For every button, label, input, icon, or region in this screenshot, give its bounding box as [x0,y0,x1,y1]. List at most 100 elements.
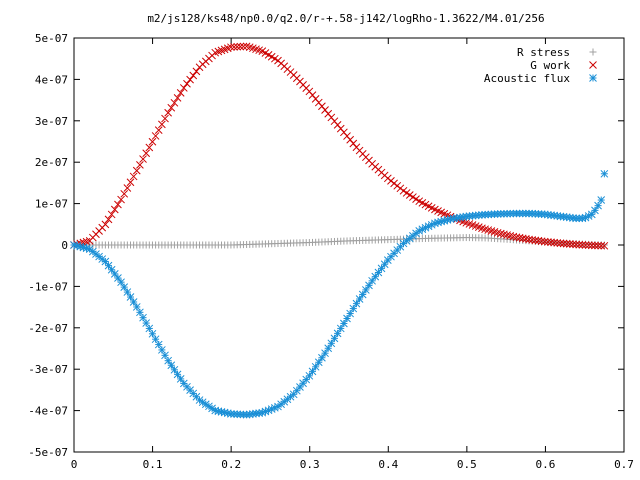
data-point [600,169,609,178]
data-point [107,210,116,219]
x-tick-label: 0 [71,458,78,471]
data-point [164,356,172,365]
data-point [368,276,376,285]
y-tick-label: -4e-07 [28,405,68,418]
y-tick-label: -5e-07 [28,446,68,459]
data-point [126,178,135,187]
y-axis: 5e-07 4e-07 3e-07 2e-07 1e-07 0 -1e-07 -2e-07 -3… [28,32,624,459]
legend-label: Acoustic flux [484,72,570,85]
data-point [515,233,524,242]
data-point [518,234,527,243]
legend-marker [589,61,597,69]
data-point [584,241,593,250]
y-tick-label: 1e-07 [35,198,68,211]
data-point [358,290,367,299]
data-point [352,299,361,308]
data-point [500,230,508,239]
data-point [164,108,172,117]
data-point [594,201,602,210]
data-point [534,236,543,245]
x-tick-label: 0.2 [221,458,241,471]
data-point [493,228,502,237]
data-point [230,43,238,51]
data-point [569,240,577,249]
y-tick-label: 0 [61,239,68,252]
data-point [123,184,132,192]
data-point [503,231,511,239]
y-tick-label: -2e-07 [28,322,68,335]
data-point [176,89,185,97]
data-point [509,232,518,241]
data-point [192,67,201,76]
data-point [575,240,584,249]
data-point [550,238,558,247]
data-point [559,239,568,248]
data-point [170,98,179,107]
x-tick-label: 0.1 [143,458,163,471]
data-point [233,42,242,51]
data-point [522,235,530,243]
data-point [540,237,549,246]
data-point [136,161,144,169]
data-point [142,149,151,158]
data-point [512,233,521,242]
data-point [176,375,185,383]
data-point [161,114,169,123]
data-point [562,239,571,248]
data-point [318,353,326,362]
x-tick-label: 0.3 [300,458,320,471]
data-point [496,229,505,238]
x-axis: 0 0.1 0.2 0.3 0.4 0.5 0.6 0.7 [71,38,634,471]
data-point [600,241,609,250]
data-point [142,319,151,327]
data-point [528,236,537,244]
series-layer [70,42,609,419]
data-point [597,196,606,204]
data-point [126,293,135,301]
data-point [311,362,320,371]
y-tick-label: 3e-07 [35,115,68,128]
data-point [236,42,245,51]
data-point [506,231,515,240]
data-point [205,402,213,411]
data-point [531,236,540,245]
data-point [145,324,154,333]
data-point [148,137,157,146]
x-tick-label: 0.6 [535,458,555,471]
data-point [101,220,110,229]
x-tick-label: 0.5 [457,458,477,471]
data-point [587,210,596,219]
y-tick-label: -1e-07 [28,280,68,293]
data-point [578,241,587,249]
data-point [556,239,565,248]
data-point [129,298,138,306]
legend-marker [589,48,597,56]
data-point [110,205,119,214]
data-point [525,235,533,244]
data-point [151,132,160,140]
series-g-work [70,42,609,250]
data-point [594,241,602,250]
data-point [365,281,373,290]
data-point [117,195,125,204]
data-point [572,240,580,249]
data-point [547,238,555,247]
data-point [537,237,546,246]
data-point [544,238,552,246]
data-point [565,240,574,248]
data-point [587,241,596,250]
data-point [158,120,166,129]
data-point [114,200,122,209]
legend-label: G work [530,59,570,72]
data-point [346,309,355,318]
data-point [104,215,113,224]
data-point [581,241,590,249]
data-point [167,361,176,370]
data-point [374,268,383,277]
x-tick-label: 0.7 [614,458,634,471]
legend-marker [589,74,597,82]
data-point [553,239,562,247]
data-point [183,79,191,88]
data-point [114,274,122,282]
